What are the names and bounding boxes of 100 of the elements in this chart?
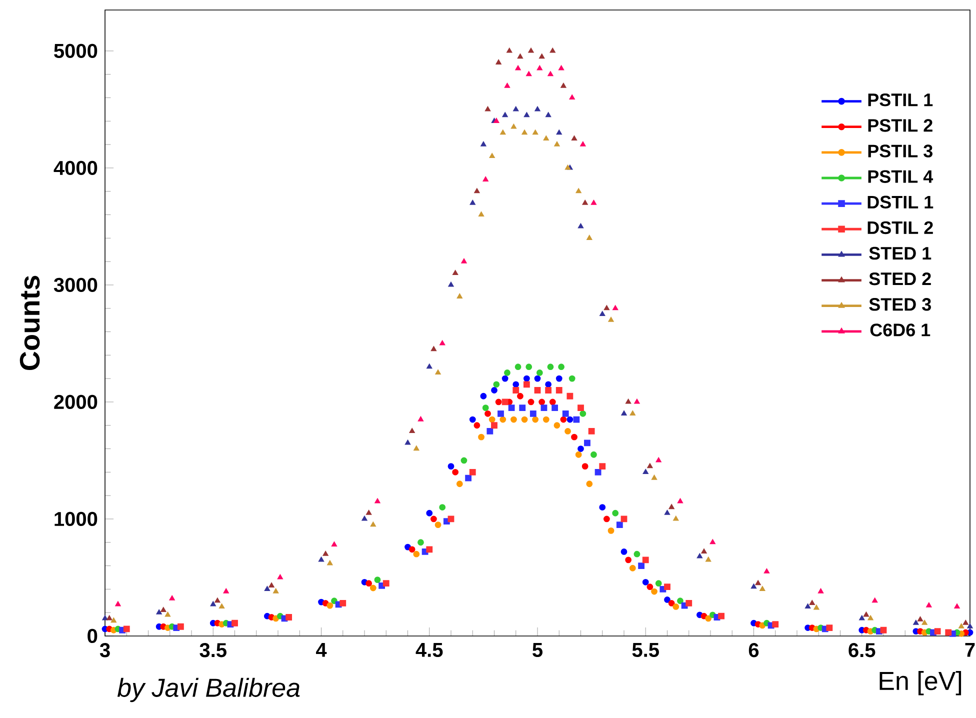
point [599, 504, 606, 510]
point [528, 48, 534, 53]
point [460, 457, 468, 464]
point [547, 364, 554, 370]
point [859, 615, 865, 620]
point [452, 468, 459, 476]
point [705, 615, 712, 622]
point [456, 480, 463, 488]
point [482, 404, 489, 412]
point [868, 615, 874, 620]
point [430, 516, 437, 522]
point [638, 562, 644, 569]
point [478, 434, 484, 440]
point [496, 59, 502, 64]
point [106, 615, 112, 620]
y-tick-label: 3000 [54, 278, 98, 292]
point [600, 311, 606, 316]
point [514, 364, 522, 370]
point [409, 428, 415, 434]
point [580, 141, 586, 146]
point [512, 387, 520, 394]
point [945, 629, 952, 636]
point [647, 463, 653, 468]
point [604, 516, 610, 522]
y-axis-title: Counts [20, 276, 40, 370]
point [502, 375, 508, 382]
point [232, 620, 238, 626]
point [642, 578, 649, 586]
point [484, 106, 491, 112]
point [578, 446, 584, 452]
point [556, 387, 562, 394]
legend-label: C6D6 1 [870, 324, 930, 336]
point [552, 404, 558, 412]
point [493, 381, 500, 388]
point [913, 620, 919, 625]
point [586, 234, 592, 240]
point [701, 548, 707, 554]
point [164, 612, 171, 617]
point [772, 621, 779, 628]
point [115, 601, 121, 606]
point [926, 602, 932, 608]
point [664, 596, 670, 603]
point [664, 510, 670, 515]
point [470, 200, 476, 205]
legend-label: PSTIL 2 [868, 119, 932, 132]
point [508, 404, 515, 412]
point [568, 375, 576, 382]
point [426, 546, 433, 553]
point [629, 564, 636, 572]
point [461, 258, 467, 264]
point [504, 82, 510, 88]
point [430, 346, 437, 352]
x-tick-label: 5.5 [632, 643, 659, 657]
point [469, 416, 476, 423]
point [160, 607, 166, 612]
point [621, 410, 627, 416]
point [521, 416, 528, 423]
point [612, 510, 619, 516]
point [954, 604, 960, 609]
legend-label: STED 3 [869, 298, 931, 311]
point [872, 598, 878, 603]
x-tick-label: 3.5 [200, 643, 226, 658]
point [538, 54, 545, 59]
x-tick-label: 4 [316, 643, 327, 657]
point [608, 316, 614, 322]
point [710, 539, 716, 544]
point [536, 370, 543, 376]
point [582, 200, 588, 205]
point [826, 624, 833, 631]
point [318, 556, 324, 562]
point [554, 422, 560, 429]
x-tick-label: 6.5 [848, 643, 876, 658]
point [532, 130, 538, 135]
point [760, 586, 766, 591]
point [522, 130, 528, 135]
point [370, 522, 376, 527]
point [863, 612, 870, 617]
text: by Javi Balibrea [117, 678, 300, 702]
point [214, 598, 220, 603]
x-tick-label: 3 [100, 643, 110, 658]
point [642, 556, 649, 564]
point [218, 604, 225, 609]
point [922, 620, 928, 625]
point [677, 498, 684, 504]
point [625, 398, 632, 404]
point [590, 451, 597, 458]
point [366, 580, 372, 587]
point [554, 141, 560, 146]
point [515, 65, 521, 70]
point [534, 106, 540, 112]
point [538, 398, 546, 406]
point [482, 176, 488, 182]
y-tick-label: 4000 [54, 160, 98, 176]
point [634, 550, 640, 558]
point [958, 623, 964, 628]
point [448, 463, 454, 470]
point [370, 584, 376, 592]
point [434, 522, 442, 528]
point [268, 582, 274, 588]
point [491, 422, 498, 429]
